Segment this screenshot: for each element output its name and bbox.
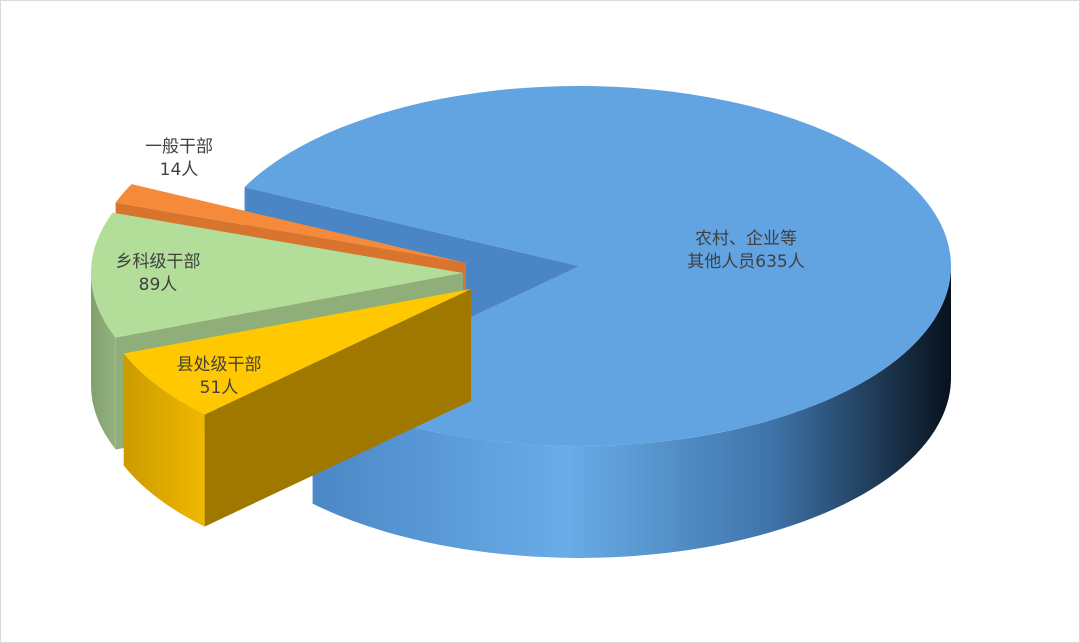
label-general-cadre-line2: 14人 <box>160 160 199 180</box>
pie-side-face-county-cadre <box>204 289 471 527</box>
pie-wall-township-cadre <box>91 273 116 450</box>
label-county-cadre-line1: 县处级干部 <box>177 355 262 375</box>
pie-slice-township-cadre <box>91 212 463 338</box>
label-other-line2: 其他人员635人 <box>687 252 804 272</box>
label-township-cadre-line1: 乡科级干部 <box>116 252 201 272</box>
pie-slice-general-cadre <box>115 184 466 263</box>
label-county-cadre-line2: 51人 <box>200 378 239 398</box>
label-general-cadre-line1: 一般干部 <box>145 137 213 157</box>
pie-slice-county-cadre <box>123 289 471 415</box>
label-other-line1: 农村、企业等 <box>695 229 797 249</box>
pie-wall-county-cadre <box>123 353 205 527</box>
label-township-cadre-line2: 89人 <box>139 275 178 295</box>
pie-wall-other <box>312 266 952 558</box>
